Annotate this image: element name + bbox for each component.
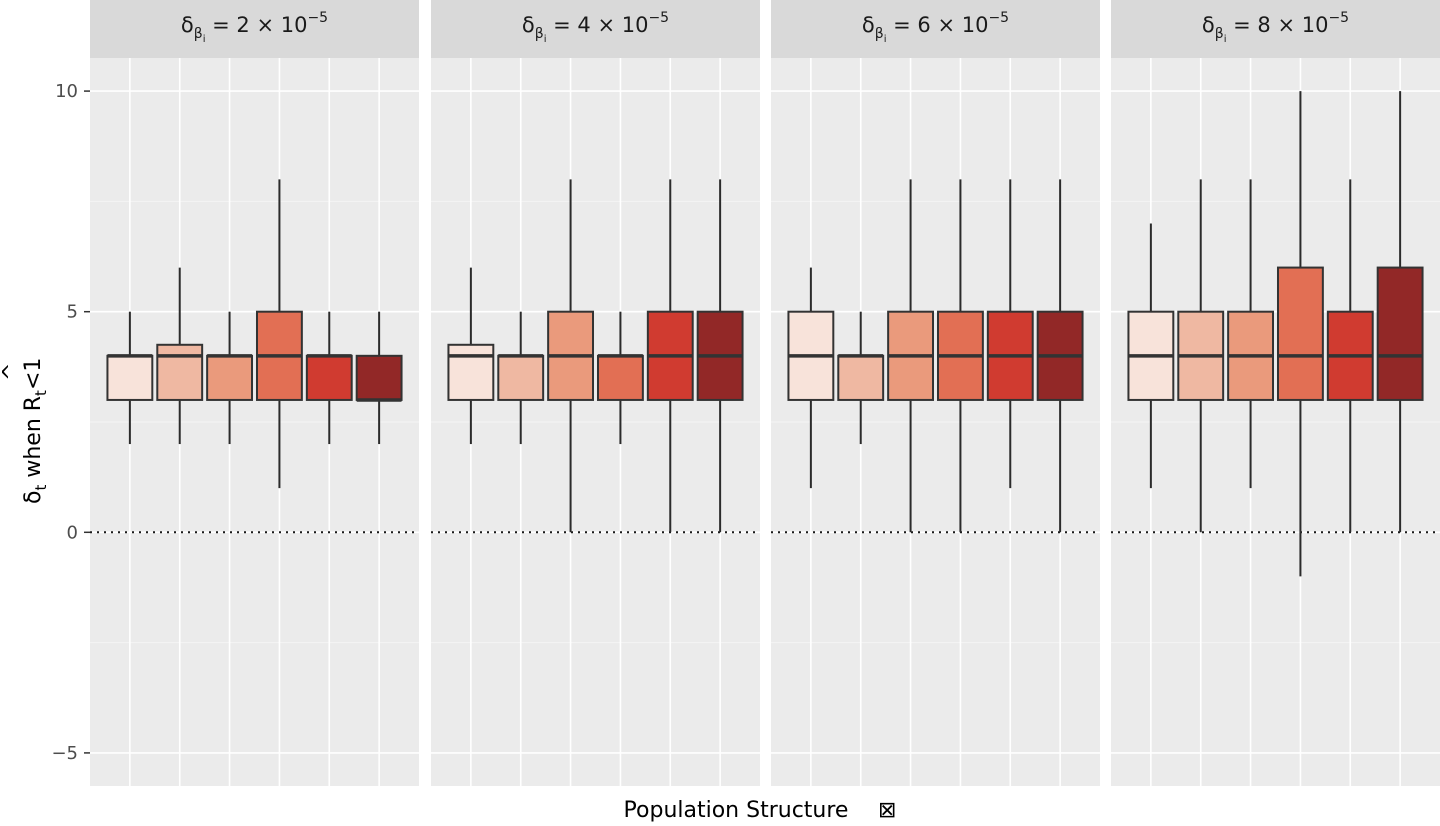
box-mark [837,311,885,445]
box-mark [1376,91,1424,533]
box-mark [986,179,1034,489]
box-mark [787,267,835,489]
facet-strip-label: δβi = 4 × 10−5 [522,10,669,45]
box-body [1276,266,1324,401]
y-title-lt1: <1 [21,358,46,390]
facet-strip-label: δβi = 8 × 10−5 [1202,10,1349,45]
y-title-delta: δ [21,491,46,504]
facet-strip [1111,0,1440,58]
box-mark [596,311,644,445]
box-body [206,354,254,401]
box-mark [887,179,935,533]
x-axis-title-glyph: ⊠ [878,798,896,823]
box-mark [497,311,545,445]
box-body [355,354,403,401]
y-tick-label: 5 [67,302,78,323]
box-mark [206,311,254,445]
box-mark [447,267,495,445]
y-tick-label: −5 [51,743,78,764]
facet-strip [90,0,419,58]
facet-strip [431,0,760,58]
y-tick-label: 10 [55,81,78,102]
box-mark [305,311,353,445]
facet-strip-label: δβi = 2 × 10−5 [181,10,328,45]
box-mark [646,179,694,533]
facet-panel: δβi = 6 × 10−5 [771,0,1100,786]
y-title-sub-t: t [32,485,50,491]
box-mark [547,179,595,533]
facet-panel: δβi = 8 × 10−5 [1111,0,1440,786]
box-mark [1036,179,1084,533]
y-title-when: when [21,411,46,484]
y-axis: −5 0 5 10 [51,81,90,764]
box-body [305,354,353,401]
y-title-sub-t2: t [32,390,50,396]
box-body [156,343,204,401]
y-tick-label: 0 [67,522,78,543]
box-mark [1227,179,1275,489]
box-body [106,354,154,401]
box-body [1376,266,1424,401]
y-axis-title: δt when Rt<1 [21,358,50,504]
facet-strip [771,0,1100,58]
x-axis-title: Population Structure [624,798,849,823]
y-title-hat: ^ [0,363,24,381]
facet-panel: δβi = 4 × 10−5 [431,0,760,786]
box-body [447,343,495,401]
box-body [596,354,644,401]
facet-strip-label: δβi = 6 × 10−5 [862,10,1009,45]
box-body [837,354,885,401]
box-mark [255,179,303,489]
box-mark [936,179,984,533]
box-mark [156,267,204,445]
box-mark [355,311,403,445]
box-mark [1127,223,1175,489]
facet-panels: δβi = 2 × 10−5 δβi = 4 × 10−5 δβi = 6 × 10… [90,0,1440,786]
box-mark [696,179,744,533]
box-mark [1326,179,1374,533]
box-mark [106,311,154,445]
box-mark [1276,91,1324,577]
facet-panel: δβi = 2 × 10−5 [90,0,419,786]
box-mark [1177,179,1225,533]
box-body [497,354,545,401]
y-title-r: R [21,396,46,411]
